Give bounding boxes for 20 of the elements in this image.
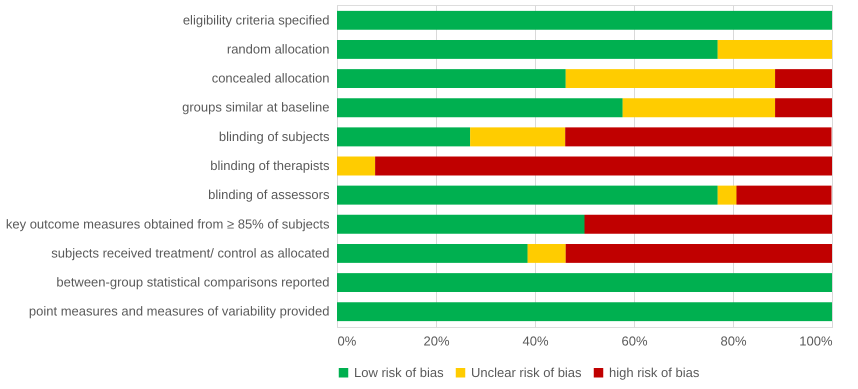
x-tick-label: 60% [621, 334, 648, 348]
y-tick-label: between-group statistical comparisons reported [56, 274, 330, 290]
y-tick-label: key outcome measures obtained from ≥ 85% of subjects [6, 216, 330, 232]
legend-label: high risk of bias [609, 364, 700, 380]
y-tick-label: groups similar at baseline [182, 100, 330, 115]
x-tick-label: 80% [720, 334, 747, 348]
y-tick-label: random allocation [226, 41, 330, 56]
x-tick-label: 0% [338, 334, 357, 348]
legend-label: Low risk of bias [354, 364, 444, 380]
x-tick-label: 20% [423, 334, 450, 348]
y-tick-label: point measures and measures of variability provided [28, 304, 330, 319]
legend-label: Unclear risk of bias [471, 364, 582, 380]
x-tick-label: 100% [799, 334, 833, 348]
y-tick-label: concealed allocation [212, 70, 330, 86]
y-tick-label: blinding of assessors [208, 187, 330, 202]
y-tick-label: blinding of subjects [218, 128, 330, 144]
y-tick-label: eligibility criteria specified [182, 12, 330, 28]
y-tick-label: subjects received treatment/ control as allocated [51, 245, 330, 260]
x-tick-label: 40% [522, 334, 549, 348]
y-tick-label: blinding of therapists [210, 158, 330, 173]
